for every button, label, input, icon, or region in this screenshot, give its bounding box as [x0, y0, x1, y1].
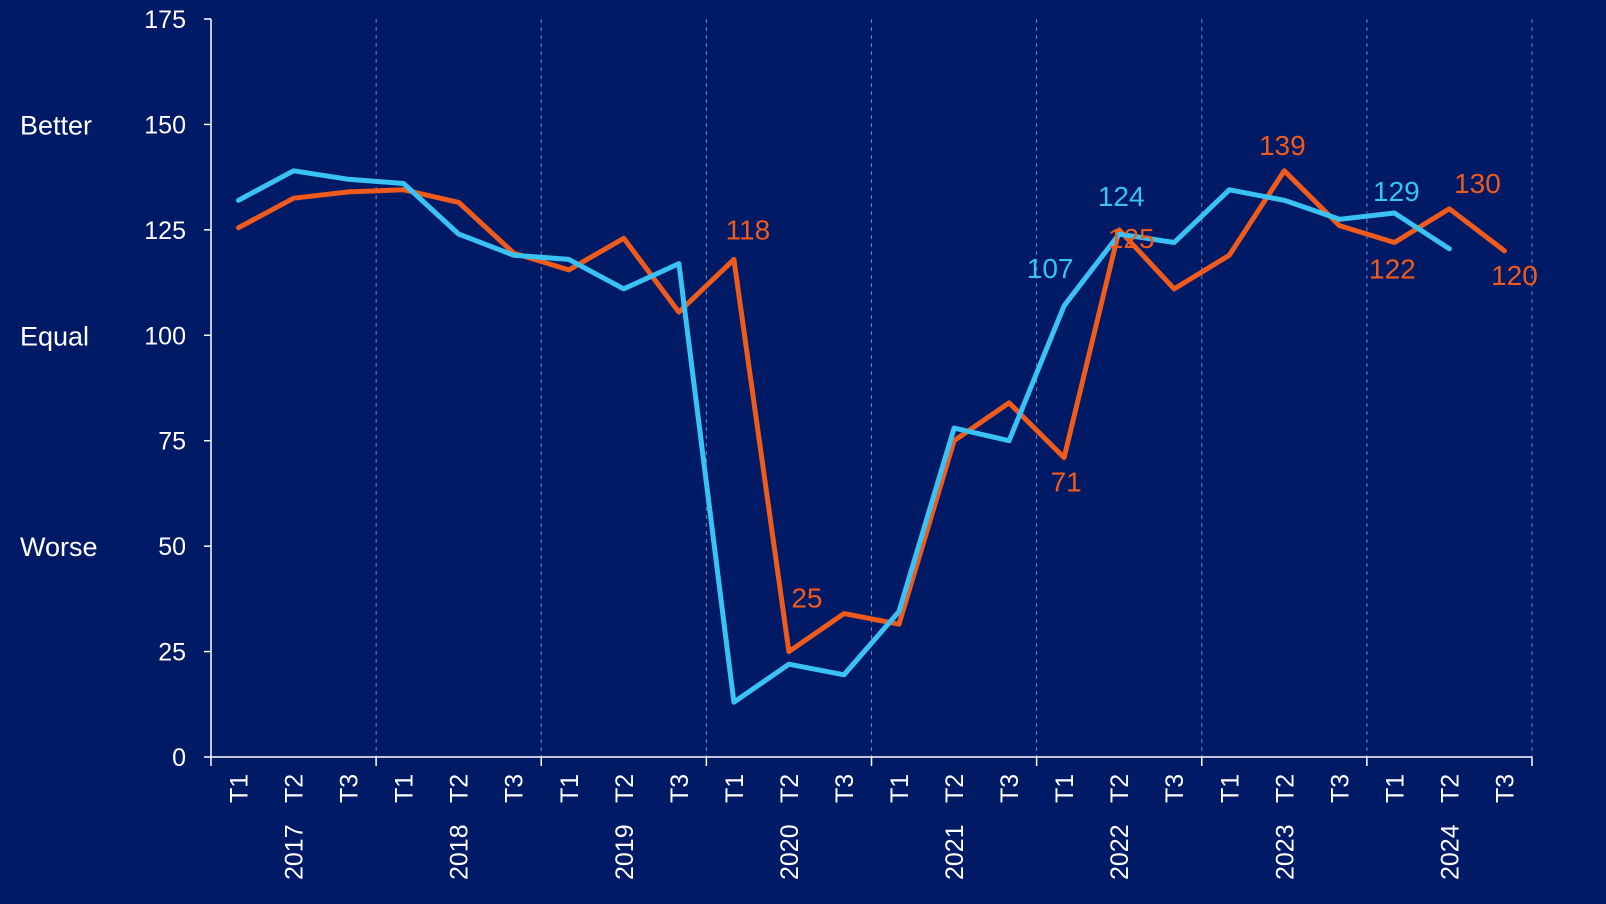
- x-tick-label: T3: [666, 774, 694, 803]
- data-label: 71: [1051, 467, 1082, 498]
- x-tick-label: T1: [1381, 774, 1409, 803]
- x-tick-label: T2: [281, 774, 309, 803]
- y-tick-label: 25: [158, 639, 186, 667]
- x-tick-label: T3: [996, 774, 1024, 803]
- y-axis-ticks: 0 25 50 75 100 125 150 175: [144, 6, 211, 772]
- side-label: Equal: [20, 321, 89, 351]
- year-label: 2018: [446, 824, 474, 880]
- year-labels: 2017 2018 2019 2020 2021 2022 2023 2024: [281, 824, 1465, 880]
- side-label: Worse: [20, 532, 98, 562]
- x-tick-label: T2: [776, 774, 804, 803]
- y-tick-label: 0: [172, 744, 186, 772]
- data-label: 139: [1259, 130, 1306, 161]
- year-label: 2023: [1271, 824, 1299, 880]
- data-label: 124: [1098, 181, 1145, 212]
- x-tick-label: T1: [886, 774, 914, 803]
- y-tick-label: 125: [144, 217, 186, 245]
- data-labels: 118 25 71 125 139 122 130 120 107 124 129: [726, 130, 1538, 614]
- x-tick-label: T2: [941, 774, 969, 803]
- x-tick-label: T3: [1161, 774, 1189, 803]
- year-label: 2024: [1436, 824, 1464, 880]
- series-line-0: [236, 168, 1507, 655]
- year-label: 2019: [611, 824, 639, 880]
- data-label: 25: [791, 583, 822, 614]
- x-tick-label: T3: [1491, 774, 1519, 803]
- x-tick-label: T1: [1051, 774, 1079, 803]
- series-lines: [236, 168, 1507, 705]
- year-label: 2022: [1106, 824, 1134, 880]
- series-line-1: [236, 168, 1452, 705]
- x-tick-label: T1: [721, 774, 749, 803]
- data-label: 129: [1373, 176, 1420, 207]
- x-tick-label: T2: [446, 774, 474, 803]
- x-axis-ticks: T1 T2 T3 T1 T2 T3 T1 T2 T3 T1 T2 T3 T1 T2 T3 T1 T2 T3 T1 T2…: [210, 757, 1533, 803]
- x-tick-label: T2: [1271, 774, 1299, 803]
- x-tick-label: T3: [501, 774, 529, 803]
- y-tick-label: 75: [158, 428, 186, 456]
- year-label: 2020: [776, 824, 804, 880]
- x-tick-label: T1: [1216, 774, 1244, 803]
- data-label: 107: [1027, 253, 1074, 284]
- data-label: 130: [1454, 168, 1501, 199]
- y-tick-label: 150: [144, 111, 186, 139]
- data-label: 118: [726, 214, 771, 245]
- side-label: Better: [20, 110, 92, 140]
- x-tick-label: T3: [831, 774, 859, 803]
- year-label: 2017: [281, 824, 309, 880]
- x-tick-label: T2: [1106, 774, 1134, 803]
- y-tick-label: 50: [158, 533, 186, 561]
- x-tick-label: T2: [1436, 774, 1464, 803]
- x-tick-label: T1: [556, 774, 584, 803]
- data-label: 122: [1369, 254, 1416, 285]
- x-tick-label: T1: [226, 774, 254, 803]
- y-tick-label: 175: [144, 6, 186, 34]
- grid-lines: [375, 19, 1533, 757]
- x-tick-label: T3: [1326, 774, 1354, 803]
- y-tick-label: 100: [144, 322, 186, 350]
- x-tick-label: T2: [611, 774, 639, 803]
- data-label: 120: [1491, 260, 1538, 291]
- x-tick-label: T3: [336, 774, 364, 803]
- data-label: 125: [1108, 223, 1155, 254]
- side-labels: Better Equal Worse: [20, 110, 98, 562]
- year-label: 2021: [941, 824, 969, 880]
- x-tick-label: T1: [391, 774, 419, 803]
